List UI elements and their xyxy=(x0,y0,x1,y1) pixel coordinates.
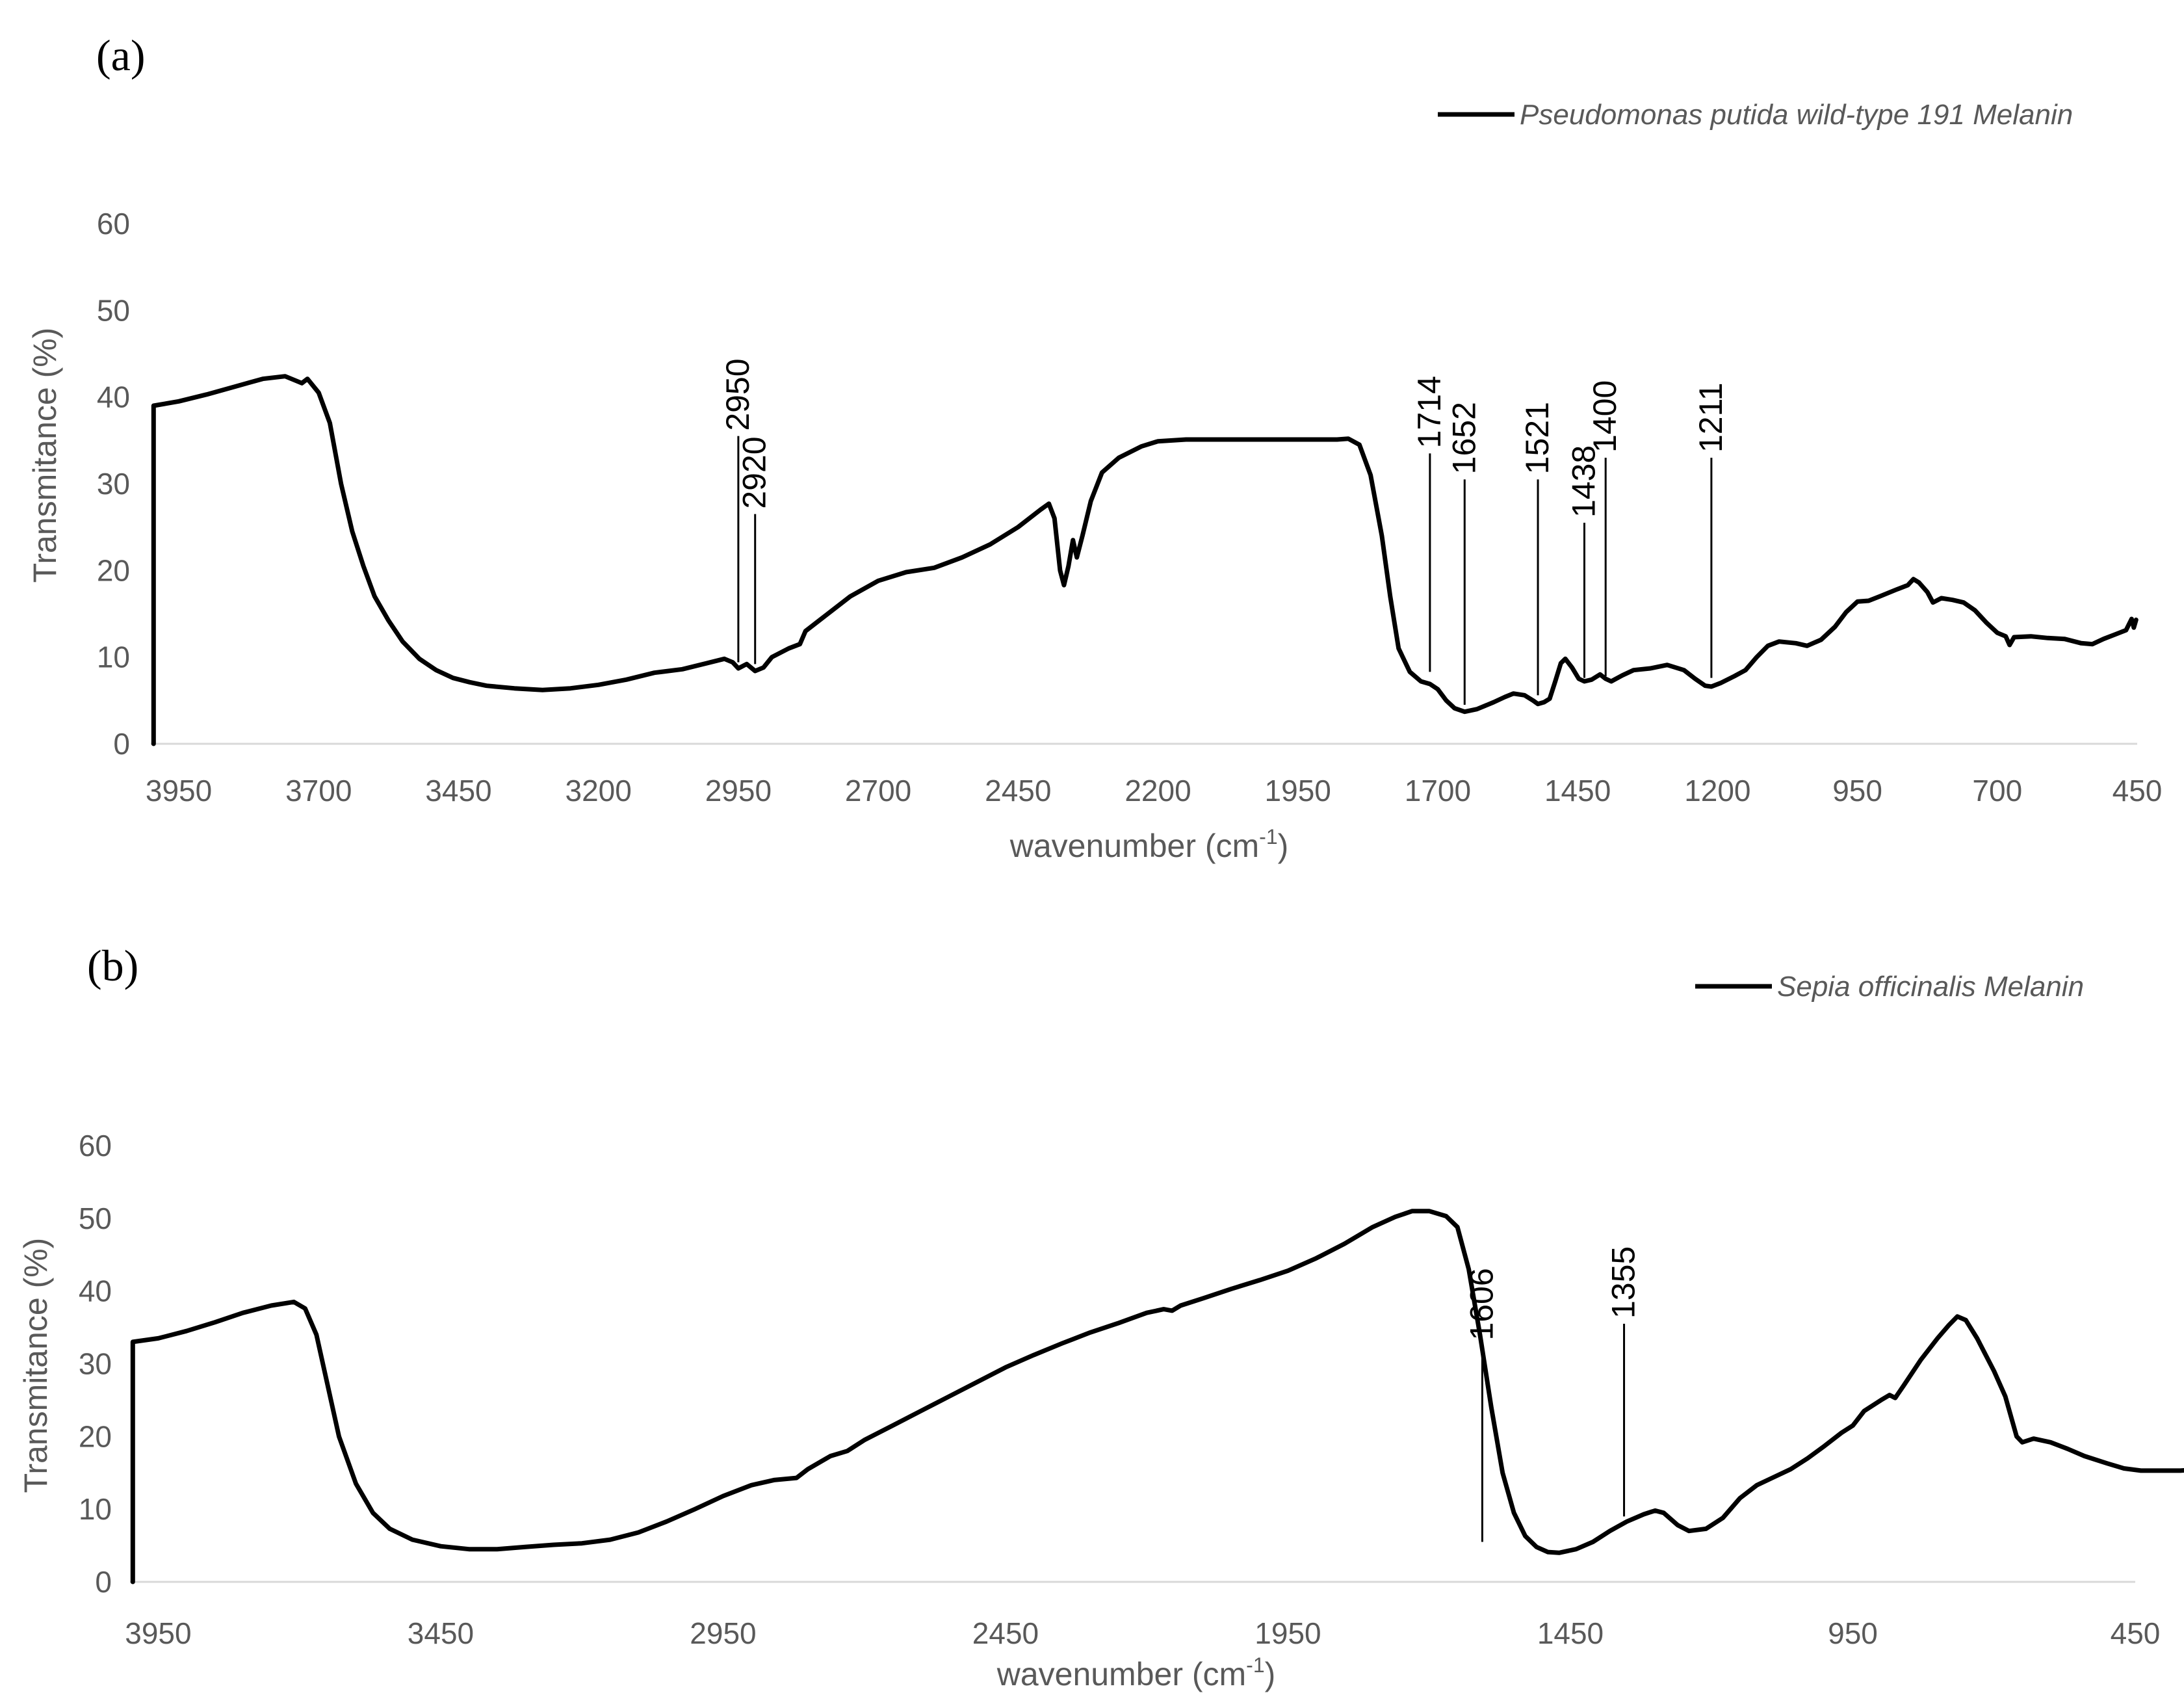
panel-a-y-ticks: 0 10 20 30 40 50 60 xyxy=(97,207,130,761)
peak-label-1652: 1652 xyxy=(1446,402,1482,474)
panel-a-x-tick-label: 2450 xyxy=(985,774,1051,808)
panel-b-x-tick-label: 3450 xyxy=(408,1616,474,1650)
panel-b-x-tick-label: 1450 xyxy=(1537,1616,1604,1650)
panel-b-series-line xyxy=(130,1209,2184,1584)
panel-a-y-tick-label: 40 xyxy=(97,380,130,414)
panel-b-x-tick-label: 2450 xyxy=(972,1616,1039,1650)
panel-b-x-tick-label: 950 xyxy=(1828,1616,1878,1650)
panel-a-x-tick-label: 700 xyxy=(1972,774,2022,808)
panel-b-y-tick-label: 60 xyxy=(79,1129,112,1163)
panel-a-x-axis-title-close: ) xyxy=(1278,828,1289,864)
panel-a-x-tick-label: 2950 xyxy=(705,774,772,808)
panel-a-x-tick-label: 450 xyxy=(2112,774,2163,808)
panel-a-x-tick-label: 3950 xyxy=(146,774,212,808)
panel-a-y-tick-label: 10 xyxy=(97,640,130,674)
panel-b-y-tick-label: 30 xyxy=(79,1347,112,1381)
panel-b-peak-annotations: 1606 1355 xyxy=(1463,1246,1642,1542)
panel-b-x-axis-title-close: ) xyxy=(1265,1656,1276,1692)
panel-a-series-line xyxy=(151,374,2138,746)
panel-a-y-tick-label: 60 xyxy=(97,207,130,241)
peak-label-2920: 2920 xyxy=(736,436,773,508)
panel-b-y-tick-label: 50 xyxy=(79,1202,112,1235)
panel-a-x-tick-label: 1450 xyxy=(1544,774,1611,808)
panel-b-y-tick-label: 40 xyxy=(79,1274,112,1308)
peak-label-1438: 1438 xyxy=(1565,445,1602,518)
panel-b-label: (b) xyxy=(87,941,138,990)
panel-a-y-tick-label: 50 xyxy=(97,293,130,327)
panel-a-y-tick-label: 20 xyxy=(97,553,130,587)
panel-a-x-ticks: 3950 3700 3450 3200 2950 2700 2450 2200 1950 1700… xyxy=(146,774,2163,808)
panel-a-x-axis-title: wavenumber (cm-1) xyxy=(1009,825,1289,864)
panel-a-x-tick-label: 2700 xyxy=(845,774,911,808)
peak-label-1355: 1355 xyxy=(1606,1246,1642,1319)
panel-b-x-tick-label: 450 xyxy=(2111,1616,2161,1650)
panel-a-label: (a) xyxy=(96,31,145,80)
panel-a-x-tick-label: 2200 xyxy=(1124,774,1191,808)
panel-a-x-tick-label: 1200 xyxy=(1684,774,1750,808)
panel-a-y-tick-label: 0 xyxy=(113,727,130,761)
panel-a-x-tick-label: 950 xyxy=(1832,774,1882,808)
panel-b-y-tick-label: 0 xyxy=(95,1565,112,1599)
panel-a-x-tick-label: 3200 xyxy=(566,774,632,808)
peak-label-1211: 1211 xyxy=(1693,382,1729,453)
panel-b-y-axis-title: Transmitance (%) xyxy=(18,1238,54,1493)
panel-a-y-tick-label: 30 xyxy=(97,467,130,501)
panel-a-x-tick-label: 3450 xyxy=(425,774,491,808)
panel-a: (a) Pseudomonas putida wild-type 191 Mel… xyxy=(27,31,2162,864)
panel-a-y-axis-title: Transmitance (%) xyxy=(27,328,63,583)
panel-b-x-tick-label: 2950 xyxy=(690,1616,756,1650)
panel-a-x-axis-title-sup: -1 xyxy=(1259,825,1277,848)
panel-b-x-tick-label: 1950 xyxy=(1254,1616,1321,1650)
panel-b: (b) Sepia officinalis Melanin 0 10 20 30 40 5… xyxy=(18,941,2184,1692)
panel-a-x-tick-label: 1700 xyxy=(1405,774,1471,808)
panel-b-x-axis-title: wavenumber (cm-1) xyxy=(996,1653,1276,1692)
panel-a-x-tick-label: 3700 xyxy=(285,774,352,808)
peak-label-2950: 2950 xyxy=(720,358,756,430)
panel-b-y-tick-label: 10 xyxy=(79,1492,112,1526)
panel-b-y-tick-label: 20 xyxy=(79,1419,112,1453)
panel-a-x-axis-title-main: wavenumber (cm xyxy=(1009,828,1259,864)
panel-b-x-ticks: 3950 3450 2950 2450 1950 1450 950 450 xyxy=(125,1616,2160,1650)
peak-label-1400: 1400 xyxy=(1587,380,1623,453)
panel-b-y-ticks: 0 10 20 30 40 50 60 xyxy=(79,1129,112,1599)
panel-a-x-tick-label: 1950 xyxy=(1265,774,1331,808)
panel-b-legend-label: Sepia officinalis Melanin xyxy=(1777,971,2084,1003)
panel-b-x-axis-title-main: wavenumber (cm xyxy=(996,1656,1246,1692)
panel-b-x-axis-title-sup: -1 xyxy=(1246,1653,1264,1677)
peak-label-1714: 1714 xyxy=(1411,376,1448,448)
peak-label-1606: 1606 xyxy=(1463,1268,1500,1340)
peak-label-1521: 1521 xyxy=(1519,402,1555,474)
panel-a-legend-label: Pseudomonas putida wild-type 191 Melanin xyxy=(1520,99,2073,131)
panel-b-x-tick-label: 3950 xyxy=(125,1616,191,1650)
